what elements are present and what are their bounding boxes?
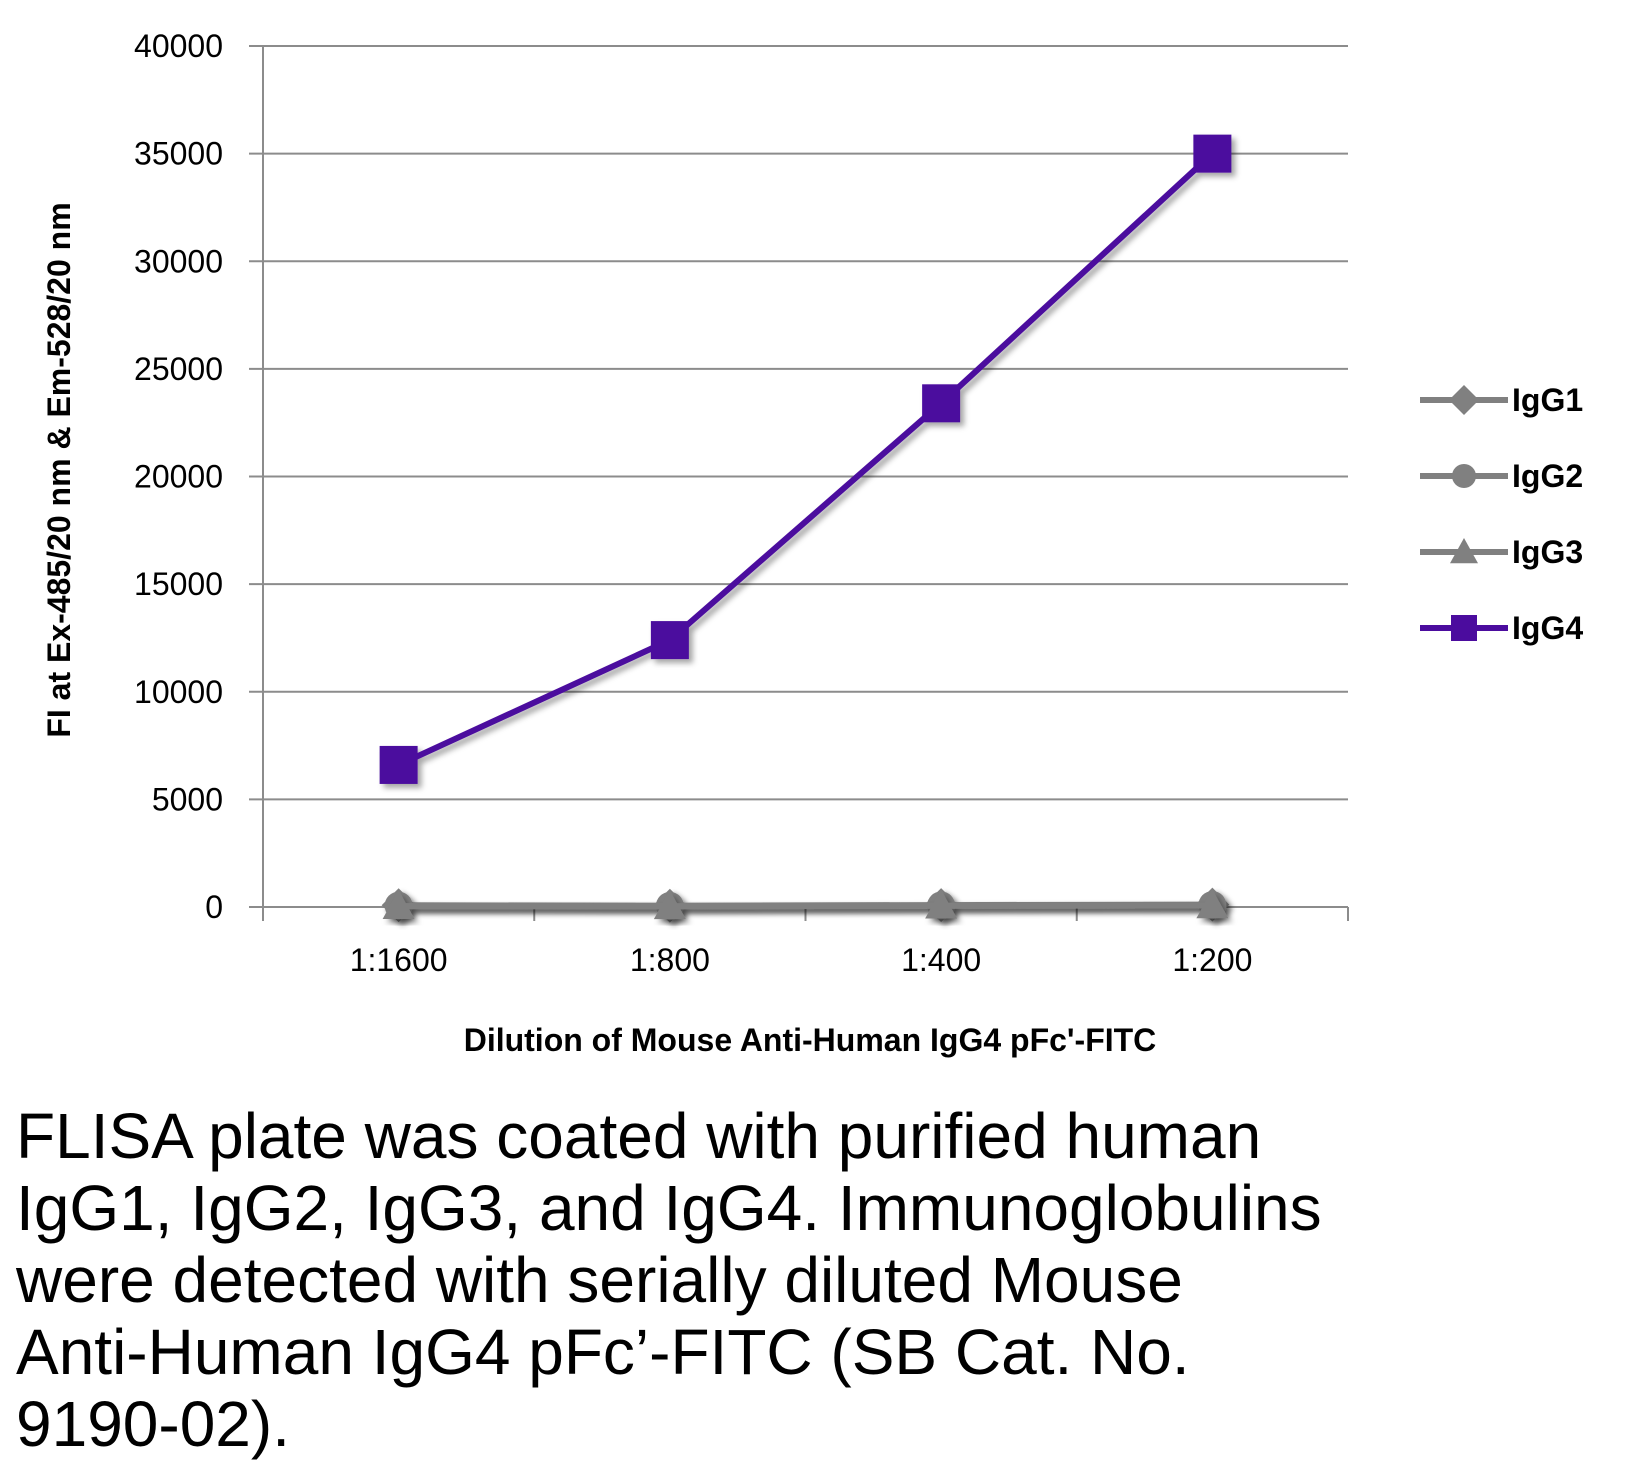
- x-tick-label: 1:800: [630, 942, 710, 978]
- legend-label: IgG1: [1512, 382, 1583, 418]
- data-point: [379, 745, 418, 784]
- data-point: [925, 889, 958, 919]
- x-axis-title: Dilution of Mouse Anti-Human IgG4 pFc'-F…: [464, 1022, 1157, 1058]
- legend-marker: [1451, 615, 1477, 641]
- series-igg3: [382, 889, 1229, 920]
- legend-label: IgG2: [1512, 458, 1583, 494]
- x-tick-label: 1:400: [901, 942, 981, 978]
- x-axis-ticks: 1:1600 1:800 1:400 1:200: [262, 907, 1349, 978]
- caption-line: FLISA plate was coated with purified hum…: [16, 1100, 1262, 1172]
- caption-line: Anti-Human IgG4 pFc’-FITC (SB Cat. No.: [16, 1316, 1190, 1388]
- figure-caption: FLISA plate was coated with purified hum…: [16, 1100, 1606, 1460]
- y-tick-label: 35000: [134, 136, 223, 172]
- legend-marker: [1450, 538, 1478, 564]
- series-line: [397, 151, 1215, 768]
- y-tick-label: 40000: [134, 28, 223, 64]
- legend-item-igg2: IgG2: [1420, 458, 1583, 494]
- chart: 0 5000 10000 15000 20000 25000 30000 35000 40000…: [41, 28, 1583, 1058]
- gridlines: [263, 45, 1348, 801]
- y-tick-label: 10000: [134, 674, 223, 710]
- series-igg4: [379, 134, 1232, 784]
- caption-line: 9190-02).: [16, 1388, 290, 1460]
- y-axis-title: FI at Ex-485/20 nm & Em-528/20 nm: [41, 202, 77, 737]
- legend-item-igg4: IgG4: [1420, 610, 1583, 646]
- legend-item-igg1: IgG1: [1420, 382, 1583, 418]
- x-tick-label: 1:200: [1172, 942, 1252, 978]
- data-point: [382, 890, 415, 919]
- x-tick-label: 1:1600: [350, 942, 448, 978]
- series-line: [398, 902, 1213, 910]
- caption-line: IgG1, IgG2, IgG3, and IgG4. Immunoglobul…: [16, 1172, 1322, 1244]
- legend-marker: [1449, 385, 1479, 415]
- caption-line: were detected with serially diluted Mous…: [16, 1244, 1183, 1316]
- legend-item-igg3: IgG3: [1420, 534, 1583, 570]
- legend-label: IgG4: [1512, 610, 1583, 646]
- y-tick-label: 25000: [134, 351, 223, 387]
- y-tick-label: 5000: [152, 781, 223, 817]
- data-point: [1193, 134, 1232, 173]
- series-layer: [379, 134, 1232, 923]
- data-point: [653, 890, 686, 920]
- y-tick-label: 0: [205, 889, 223, 925]
- data-point: [922, 384, 961, 423]
- y-tick-label: 30000: [134, 243, 223, 279]
- y-tick-label: 20000: [134, 459, 223, 495]
- data-point: [650, 621, 689, 660]
- y-axis-ticks: 0 5000 10000 15000 20000 25000 30000 35000 40000: [134, 28, 263, 925]
- legend: IgG1 IgG2 IgG3 IgG4: [1420, 382, 1583, 646]
- legend-label: IgG3: [1512, 534, 1583, 570]
- legend-marker: [1452, 464, 1476, 488]
- y-tick-label: 15000: [134, 566, 223, 602]
- data-point: [1196, 889, 1229, 919]
